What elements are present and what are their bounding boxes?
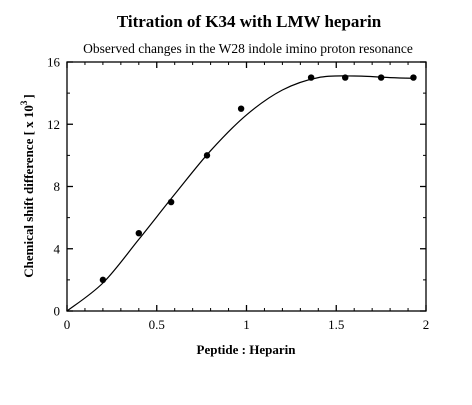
chart-title: Titration of K34 with LMW heparin <box>117 12 382 31</box>
x-tick-labels: 0 0.5 1 1.5 2 <box>64 317 430 332</box>
y-axis-label-sup: 3 <box>19 100 29 105</box>
x-tick-label: 0 <box>64 317 71 332</box>
y-tick-label: 4 <box>54 241 61 256</box>
data-point <box>307 74 315 81</box>
x-tick-label: 2 <box>423 317 430 332</box>
x-axis-label: Peptide : Heparin <box>197 342 297 357</box>
x-tick-label: 1.5 <box>328 317 344 332</box>
data-point <box>342 74 349 81</box>
y-tick-label: 0 <box>54 304 61 319</box>
data-point <box>203 152 211 159</box>
fit-curve <box>66 75 416 312</box>
data-point <box>237 105 245 112</box>
plot-frame <box>66 61 427 312</box>
data-point <box>377 74 385 81</box>
y-tick-label: 12 <box>47 117 60 132</box>
data-point <box>135 229 142 237</box>
data-point <box>167 198 175 206</box>
tick-marks <box>66 61 427 312</box>
y-axis-label: Chemical shift difference [ x 103] <box>19 94 36 278</box>
y-axis-label-end: ] <box>21 94 36 98</box>
x-tick-label: 1 <box>243 317 250 332</box>
x-tick-label: 0.5 <box>149 317 165 332</box>
y-tick-label: 8 <box>54 179 61 194</box>
data-points <box>99 74 417 284</box>
data-point <box>410 74 417 81</box>
chart-subtitle: Observed changes in the W28 indole imino… <box>83 41 413 56</box>
data-point <box>99 276 107 284</box>
y-tick-label: 16 <box>47 55 61 70</box>
y-tick-labels: 0 4 8 12 16 <box>47 55 61 319</box>
y-axis-label-main: Chemical shift difference [ x 10 <box>21 105 36 278</box>
